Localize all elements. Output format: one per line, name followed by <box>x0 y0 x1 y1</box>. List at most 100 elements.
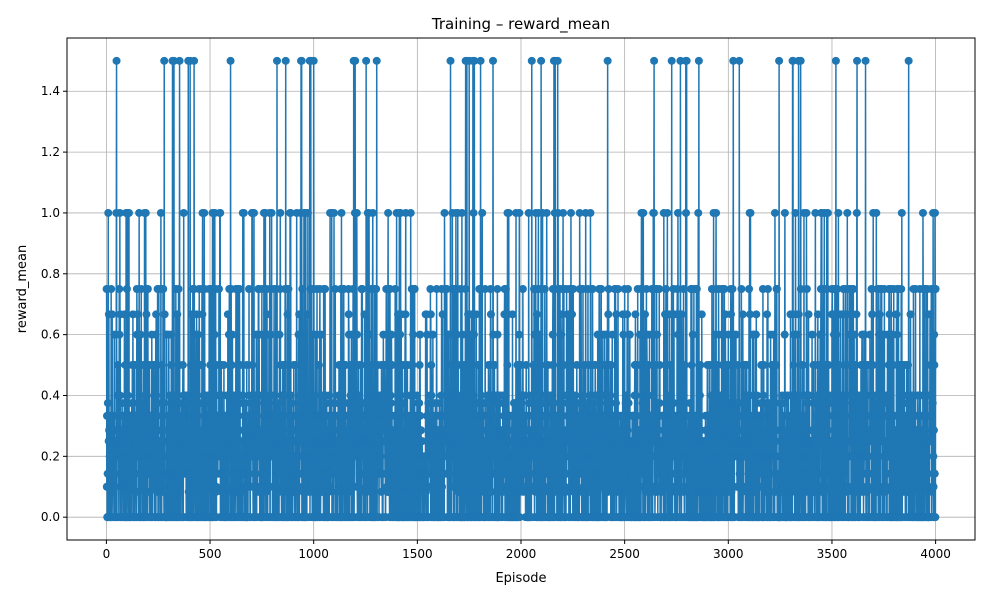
data-point <box>503 361 512 370</box>
data-point <box>658 411 667 420</box>
data-point <box>366 487 375 496</box>
data-point <box>135 391 144 400</box>
data-point <box>157 361 166 370</box>
data-point <box>621 391 630 400</box>
data-point <box>652 330 661 339</box>
data-point <box>159 426 168 435</box>
data-point <box>555 437 564 446</box>
data-point <box>801 426 810 435</box>
data-point <box>528 399 537 408</box>
data-point <box>115 285 124 293</box>
data-point <box>344 310 353 319</box>
data-point <box>476 56 485 65</box>
data-point <box>279 452 288 461</box>
data-point <box>226 56 235 65</box>
data-point <box>603 56 612 65</box>
data-point <box>228 330 237 339</box>
data-point <box>798 361 807 370</box>
data-point <box>772 361 781 370</box>
data-point <box>811 208 820 217</box>
data-point <box>820 391 829 400</box>
data-point <box>517 399 526 408</box>
data-point <box>694 56 703 65</box>
data-point <box>884 391 893 400</box>
data-point <box>141 208 150 217</box>
data-point <box>812 411 821 420</box>
data-point <box>185 426 194 435</box>
data-point <box>904 361 913 370</box>
data-point <box>518 285 527 293</box>
data-point <box>173 310 182 319</box>
data-point <box>151 330 160 339</box>
data-point <box>569 426 578 435</box>
data-point <box>557 310 566 319</box>
data-point <box>210 330 219 339</box>
data-point <box>457 208 466 217</box>
data-point <box>872 208 881 217</box>
data-point <box>746 208 755 217</box>
data-point <box>557 411 566 420</box>
data-point <box>875 310 884 319</box>
data-point <box>289 426 298 435</box>
data-point <box>362 399 371 408</box>
data-point <box>182 399 191 408</box>
data-point <box>235 361 244 370</box>
data-point <box>234 411 243 420</box>
data-point <box>571 391 580 400</box>
data-point <box>152 310 161 319</box>
data-point <box>788 411 797 420</box>
data-point <box>775 56 784 65</box>
data-point <box>510 437 519 446</box>
data-point <box>216 208 225 217</box>
data-point <box>847 411 856 420</box>
data-point <box>729 56 738 65</box>
data-point <box>185 437 194 446</box>
data-point <box>625 330 634 339</box>
data-point <box>522 361 531 370</box>
x-tick-label: 2000 <box>506 547 537 561</box>
data-point <box>281 469 290 478</box>
data-point <box>360 452 369 461</box>
data-point <box>116 391 125 400</box>
data-point <box>248 361 257 370</box>
data-point <box>377 487 386 496</box>
data-point <box>623 310 632 319</box>
data-point <box>612 310 621 319</box>
data-point <box>619 411 628 420</box>
y-tick-label: 0.2 <box>41 449 60 463</box>
data-point <box>156 208 165 217</box>
data-point <box>823 452 832 461</box>
data-point <box>866 437 875 446</box>
data-point <box>796 391 805 400</box>
data-point <box>861 56 870 65</box>
data-point <box>929 426 938 435</box>
data-point <box>303 310 312 319</box>
data-point <box>535 330 544 339</box>
data-point <box>679 391 688 400</box>
data-point <box>834 208 843 217</box>
data-point <box>727 487 736 496</box>
data-point <box>735 56 744 65</box>
data-point <box>311 391 320 400</box>
data-point <box>604 469 613 478</box>
data-point <box>677 310 686 319</box>
data-point <box>824 426 833 435</box>
data-point <box>551 426 559 435</box>
data-point <box>542 208 551 217</box>
data-point <box>117 469 126 478</box>
data-point <box>107 285 116 293</box>
data-point <box>167 361 176 370</box>
data-point <box>180 452 189 461</box>
data-point <box>667 56 676 65</box>
data-point <box>892 310 901 319</box>
data-point <box>284 285 293 293</box>
data-point <box>540 285 549 293</box>
data-point <box>826 487 835 496</box>
data-point <box>428 330 437 339</box>
data-point <box>882 482 891 491</box>
data-point <box>230 391 239 400</box>
data-point <box>794 310 803 319</box>
data-point <box>160 310 169 319</box>
data-point <box>865 469 874 478</box>
